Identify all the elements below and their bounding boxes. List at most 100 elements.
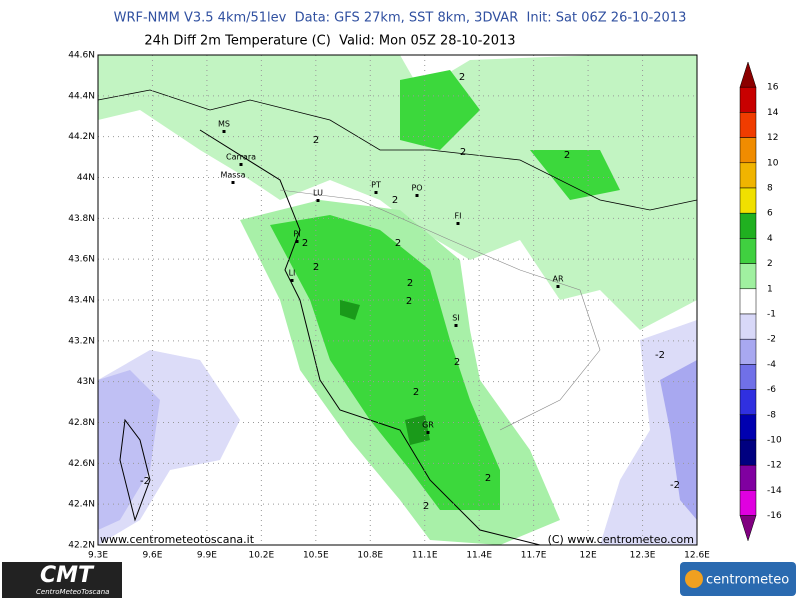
- contour-label: 2: [454, 357, 460, 368]
- lon-label: 10.2E: [248, 551, 274, 561]
- colorbar-label: -12: [767, 461, 782, 471]
- city-label: GR: [422, 421, 434, 430]
- lon-label: 11.4E: [466, 551, 492, 561]
- lon-label: 11.7E: [521, 551, 547, 561]
- lon-label: 12.6E: [684, 551, 710, 561]
- contour-label: 2: [313, 135, 319, 146]
- lon-label: 9.3E: [88, 551, 108, 561]
- colorbar-label: 1: [767, 284, 773, 294]
- lat-label: 44N: [77, 173, 95, 183]
- lon-label: 9.6E: [142, 551, 162, 561]
- colorbar-label: -2: [767, 335, 776, 345]
- lat-label: 42.8N: [68, 418, 95, 428]
- city-label: AR: [552, 275, 563, 284]
- lat-label: 44.4N: [68, 91, 95, 101]
- colorbar-label: 16: [767, 83, 779, 93]
- header-line2: 24h Diff 2m Temperature (C) Valid: Mon 0…: [144, 34, 515, 49]
- colorbar-label: -14: [767, 486, 782, 496]
- colorbar-swatch: [739, 464, 757, 491]
- lat-label: 44.6N: [68, 51, 95, 61]
- contour-label: 2: [407, 278, 413, 289]
- colorbar-swatch: [739, 490, 757, 516]
- colorbar-label: -1: [767, 310, 776, 320]
- city-dot: [222, 130, 226, 133]
- colorbar-label: 4: [767, 234, 773, 244]
- colorbar-label: 2: [767, 259, 773, 269]
- colorbar-label: -6: [767, 385, 776, 395]
- logo-centrometeo: centrometeo: [680, 562, 796, 596]
- city-dot: [295, 240, 299, 243]
- contour-label: 2: [413, 387, 419, 398]
- colorbar-swatch: [739, 263, 757, 290]
- colorbar-label: 6: [767, 209, 773, 219]
- lat-label: 43.2N: [68, 336, 95, 346]
- lat-label: 42.2N: [68, 541, 95, 551]
- contour-label: 2: [460, 147, 466, 158]
- contour-label: 2: [313, 262, 319, 273]
- city-dot: [231, 181, 235, 184]
- city-label: Carrara: [226, 153, 256, 162]
- colorbar-label: 8: [767, 184, 773, 194]
- colorbar-cap: [739, 515, 757, 542]
- colorbar-swatch: [739, 338, 757, 365]
- logo-cmt-sub: CentroMeteoToscana: [36, 588, 109, 596]
- city-label: PI: [293, 230, 300, 239]
- lon-label: 11.1E: [412, 551, 438, 561]
- colorbar-swatch: [739, 414, 757, 441]
- city-label: LI: [289, 269, 296, 278]
- map-field: [97, 55, 698, 546]
- lat-label: 43.8N: [68, 214, 95, 224]
- colorbar-label: 14: [767, 108, 779, 118]
- city-dot: [415, 194, 419, 197]
- contour-label: -2: [655, 350, 665, 361]
- colorbar-label: -10: [767, 436, 782, 446]
- lat-label: 43.4N: [68, 296, 95, 306]
- colorbar-cap: [739, 61, 757, 88]
- colorbar-swatch: [739, 187, 757, 214]
- map-frame: [97, 54, 698, 546]
- contour-label: 2: [302, 238, 308, 249]
- contour-label: 2: [459, 72, 465, 83]
- city-label: SI: [452, 314, 459, 323]
- contour-label: 2: [392, 195, 398, 206]
- lon-label: 12.3E: [630, 551, 656, 561]
- credit-right: (C) www.centrometeo.com: [548, 533, 694, 546]
- logo-cmt: CMT CentroMeteoToscana: [2, 562, 122, 598]
- colorbar-label: 10: [767, 158, 779, 168]
- colorbar-swatch: [739, 313, 757, 340]
- contour-label: 2: [406, 296, 412, 307]
- city-label: LU: [313, 189, 323, 198]
- header-line1: WRF-NMM V3.5 4km/51lev Data: GFS 27km, S…: [114, 11, 687, 26]
- city-label: FI: [455, 212, 462, 221]
- city-dot: [290, 279, 294, 282]
- city-dot: [316, 199, 320, 202]
- lon-label: 10.5E: [303, 551, 329, 561]
- contour-label: 2: [395, 238, 401, 249]
- colorbar-swatch: [739, 137, 757, 164]
- colorbar-swatch: [739, 389, 757, 416]
- city-dot: [456, 222, 460, 225]
- colorbar-swatch: [739, 238, 757, 264]
- logo-cmt-text: CMT: [40, 563, 95, 588]
- contour-label: 2: [564, 150, 570, 161]
- colorbar-swatch: [739, 112, 757, 138]
- city-label: Massa: [220, 171, 245, 180]
- lon-label: 12E: [580, 551, 597, 561]
- contour-label: 2: [485, 473, 491, 484]
- logo-centrometeo-text: centrometeo: [706, 573, 789, 588]
- lon-label: 10.8E: [357, 551, 383, 561]
- contour-label: -2: [140, 476, 150, 487]
- lat-label: 43N: [77, 377, 95, 387]
- colorbar-swatch: [739, 288, 757, 315]
- colorbar-label: -16: [767, 511, 782, 521]
- city-dot: [374, 191, 378, 194]
- contour-label: 2: [423, 501, 429, 512]
- lon-label: 9.9E: [197, 551, 217, 561]
- colorbar-label: -8: [767, 410, 776, 420]
- colorbar-label: 12: [767, 133, 778, 143]
- city-dot: [426, 431, 430, 434]
- colorbar-label: -4: [767, 360, 776, 370]
- city-label: PT: [371, 181, 381, 190]
